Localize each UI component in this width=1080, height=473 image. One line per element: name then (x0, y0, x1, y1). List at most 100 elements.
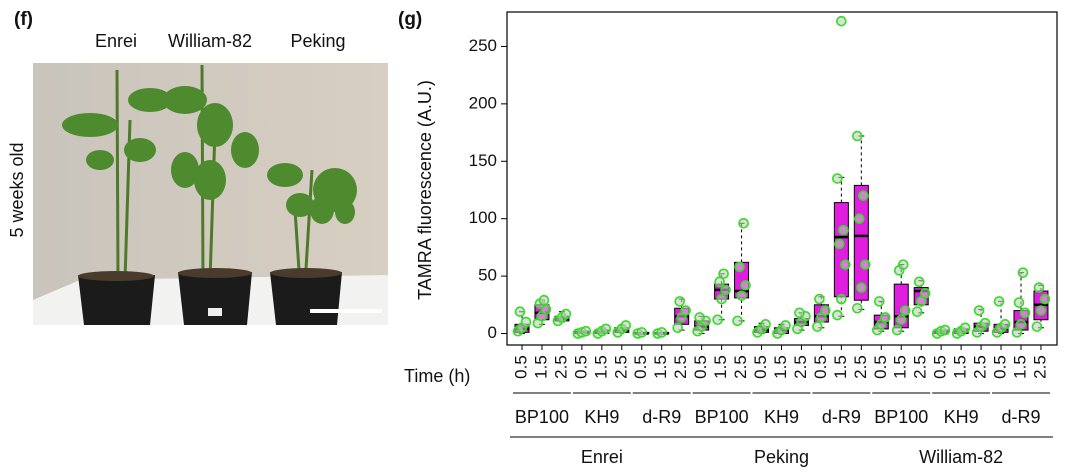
data-point (1039, 293, 1051, 305)
y-tick-label: 0 (488, 323, 497, 342)
y-tick-label: 100 (469, 208, 497, 227)
y-axis-label: TAMRA fluorescence (A.U.) (415, 80, 435, 300)
x-tick-label: 1.5 (591, 355, 610, 379)
data-point (858, 190, 869, 202)
data-point (1011, 327, 1023, 338)
panel-label: (f) (14, 9, 33, 30)
x-tick-label: 0.5 (631, 355, 650, 379)
data-point (999, 319, 1011, 330)
data-point (1013, 297, 1025, 308)
data-point (891, 324, 903, 336)
data-point (1033, 282, 1045, 293)
data-point (840, 259, 851, 270)
data-point (600, 323, 612, 335)
data-point (1031, 321, 1043, 332)
x-tick-label: 2.5 (671, 355, 690, 379)
data-point (915, 296, 927, 307)
data-point (854, 213, 865, 224)
subgroup-label: KH9 (764, 407, 799, 427)
data-point (580, 325, 592, 337)
y-tick-label: 50 (478, 266, 497, 285)
data-point (879, 312, 891, 323)
data-point (979, 317, 991, 329)
data-point (560, 308, 572, 320)
data-point (716, 293, 727, 305)
x-tick-label: 0.5 (871, 355, 890, 379)
data-point (734, 261, 745, 273)
x-tick-label: 0.5 (691, 355, 710, 379)
y-tick-label: 200 (469, 93, 497, 112)
y-tick-label: 250 (469, 36, 497, 55)
data-point (836, 15, 847, 27)
data-point (718, 268, 729, 280)
x-tick-label: 1.5 (831, 355, 850, 379)
subgroup-label: d-R9 (822, 407, 861, 427)
data-point (712, 314, 723, 326)
x-tick-label: 2.5 (971, 355, 990, 379)
box (833, 202, 849, 298)
y-tick-label: 150 (469, 151, 497, 170)
data-point (694, 312, 705, 323)
data-point (812, 321, 823, 332)
subgroup-label: BP100 (874, 407, 928, 427)
data-point (1019, 307, 1031, 319)
data-point (680, 305, 691, 316)
data-point (873, 296, 885, 307)
subgroup-label: d-R9 (642, 407, 681, 427)
data-point (780, 320, 791, 331)
data-point (919, 288, 931, 299)
cultivar-label: Peking (290, 31, 345, 51)
subgroup-label: KH9 (584, 407, 619, 427)
group-label: Peking (754, 447, 809, 467)
data-point (895, 314, 907, 326)
x-tick-label: 0.5 (991, 355, 1010, 379)
x-tick-label: 2.5 (551, 355, 570, 379)
data-point (738, 217, 749, 229)
subgroup-label: BP100 (695, 407, 749, 427)
x-tick-label: 2.5 (851, 355, 870, 379)
data-point (993, 296, 1005, 307)
x-tick-label: 1.5 (651, 355, 670, 379)
x-tick-label: 2.5 (1030, 355, 1049, 379)
data-point (939, 324, 951, 336)
data-point (1017, 267, 1029, 278)
data-point (672, 322, 683, 334)
x-tick-label: 1.5 (1010, 355, 1029, 379)
data-point (814, 293, 825, 305)
x-tick-label: 0.5 (811, 355, 830, 379)
data-point (897, 259, 909, 270)
data-point (973, 305, 985, 316)
data-point (674, 296, 685, 307)
data-point (899, 305, 911, 316)
cultivar-label: William-82 (168, 31, 252, 51)
data-point (852, 302, 863, 314)
data-point (838, 224, 849, 236)
panel-label: (g) (398, 9, 422, 30)
plant-photo (33, 63, 388, 325)
data-point (832, 173, 843, 184)
x-tick-label: 0.5 (511, 355, 530, 379)
data-point (856, 282, 867, 293)
x-tick-label: 1.5 (951, 355, 970, 379)
data-point (836, 293, 847, 305)
x-axis-label: Time (h) (404, 366, 470, 386)
data-point (720, 284, 731, 296)
x-tick-label: 2.5 (731, 355, 750, 379)
data-point (913, 276, 925, 288)
data-point (656, 327, 668, 338)
x-tick-label: 1.5 (711, 355, 730, 379)
data-point (740, 279, 751, 291)
data-point (832, 309, 843, 321)
group-label: William-82 (919, 447, 1003, 467)
subgroup-label: BP100 (515, 407, 569, 427)
data-point (852, 130, 863, 142)
group-label: Enrei (581, 447, 623, 467)
data-point (636, 327, 648, 338)
data-point (794, 307, 805, 319)
data-point (732, 315, 743, 327)
x-tick-label: 0.5 (751, 355, 770, 379)
data-point (1035, 305, 1047, 316)
subgroup-label: d-R9 (1001, 407, 1040, 427)
x-tick-label: 1.5 (771, 355, 790, 379)
